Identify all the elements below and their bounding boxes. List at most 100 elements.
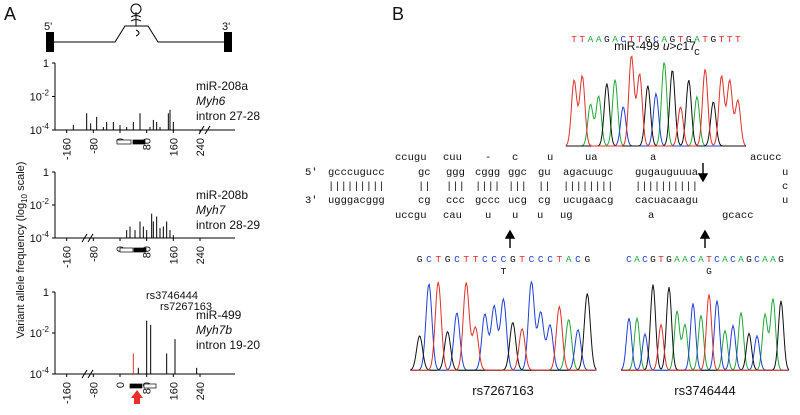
hairpin-segment: ucugaacg — [563, 195, 613, 207]
base: A — [674, 254, 680, 265]
annotation: Myh6 — [196, 94, 226, 108]
tick-exponent: -2 — [42, 325, 50, 334]
hairpin-segment: || — [418, 181, 431, 193]
base: C — [754, 254, 760, 265]
base: G — [778, 254, 784, 265]
x-tick-label: 160 — [168, 246, 180, 264]
hairpin-segment: cg — [538, 195, 551, 207]
hairpin-segment: u — [512, 210, 518, 222]
hairpin-segment: ugggacggg — [328, 195, 385, 207]
base: T — [637, 34, 643, 45]
hairpin-segment: gc — [418, 167, 431, 179]
annotation: Myh7 — [196, 203, 227, 217]
hairpin-segment: |||| — [475, 181, 500, 193]
base: T — [735, 34, 741, 45]
y-tick-label: 10-4 — [30, 122, 50, 137]
tick-base: 10 — [30, 369, 42, 381]
x-tick-label: -160 — [62, 382, 74, 404]
hairpin-segment: ggg — [446, 167, 465, 179]
mirna-box — [129, 383, 143, 389]
variant-base: C — [694, 47, 700, 58]
hairpin-segment: uccgu — [395, 210, 427, 222]
tick-base: 10 — [30, 92, 42, 104]
tick-base: 10 — [30, 200, 42, 212]
base: G — [670, 34, 676, 45]
base: C — [501, 254, 507, 265]
hairpin-segment: u — [782, 167, 788, 179]
point-label: rs7267163 — [160, 301, 212, 313]
y-tick-label: 1 — [43, 58, 49, 70]
base: A — [588, 34, 594, 45]
x-tick-label: 240 — [195, 246, 207, 264]
x-tick-label: -80 — [88, 138, 100, 154]
trace — [565, 55, 747, 147]
base: G — [710, 34, 716, 45]
base: C — [690, 254, 696, 265]
y-axis-label: Variant allele frequency (log10 scale) — [15, 162, 29, 339]
y-tick-label: 10-2 — [30, 197, 50, 212]
hairpin-segment: u — [782, 195, 788, 207]
base: C — [529, 254, 535, 265]
base: A — [634, 254, 640, 265]
base: A — [738, 254, 744, 265]
base: C — [426, 254, 432, 265]
tick-exponent: -2 — [42, 89, 50, 98]
trace — [621, 298, 789, 371]
x-tick-label: -160 — [62, 246, 74, 268]
trace — [621, 294, 789, 371]
y-tick-label: 1 — [43, 287, 49, 299]
hairpin-segment: cau — [443, 210, 462, 222]
hairpin-segment: u — [547, 152, 553, 164]
base: C — [642, 254, 648, 265]
panel-label: A — [4, 4, 16, 24]
point-label: rs3746444 — [146, 290, 198, 302]
base: C — [454, 254, 460, 265]
annotation: intron 19-20 — [196, 338, 260, 352]
trace — [410, 318, 597, 371]
hairpin-segment: ||| — [446, 181, 465, 193]
x-tick-label: -160 — [62, 138, 74, 160]
annotation: miR-499 — [196, 308, 242, 322]
base: T — [706, 254, 712, 265]
x-tick-label: 0 — [115, 382, 127, 388]
x-tick-label: -80 — [88, 382, 100, 398]
base: A — [596, 34, 602, 45]
base: G — [746, 254, 752, 265]
base: C — [491, 254, 497, 265]
base: T — [702, 34, 708, 45]
x-tick-label: 240 — [195, 382, 207, 400]
variant-base: G — [706, 266, 712, 277]
trace — [620, 300, 789, 371]
base: G — [650, 254, 656, 265]
hairpin-segment: ||| — [508, 181, 527, 193]
annotation: intron 27-28 — [196, 109, 260, 123]
hairpin-segment: ccugu — [395, 152, 427, 164]
mirna-box — [143, 383, 157, 389]
base: C — [547, 254, 553, 265]
tick-base: 10 — [30, 125, 42, 137]
red-arrow — [131, 390, 143, 404]
hairpin-segment: 3' — [305, 195, 318, 207]
base: T — [658, 254, 664, 265]
hairpin-segment: |||||||| — [563, 181, 613, 193]
snp-label: rs3746444 — [674, 383, 735, 398]
mirna-box — [132, 139, 146, 145]
base: C — [575, 254, 581, 265]
mirna-box — [119, 247, 134, 253]
trace — [410, 280, 597, 371]
base: C — [626, 254, 632, 265]
x-tick-label: 160 — [168, 138, 180, 156]
y-tick-label: 10-2 — [30, 89, 50, 104]
hairpin-segment: cuu — [443, 152, 462, 164]
hairpin-segment: - — [485, 152, 491, 164]
base: G — [417, 254, 423, 265]
hairpin-segment: ug — [560, 210, 573, 222]
tick-base: 10 — [30, 233, 42, 245]
base: C — [620, 34, 626, 45]
hairpin-segment: ggc — [508, 167, 527, 179]
base: G — [686, 34, 692, 45]
hairpin-segment: cacuacaagu — [635, 195, 698, 207]
annotation: miR-208a — [196, 79, 248, 93]
